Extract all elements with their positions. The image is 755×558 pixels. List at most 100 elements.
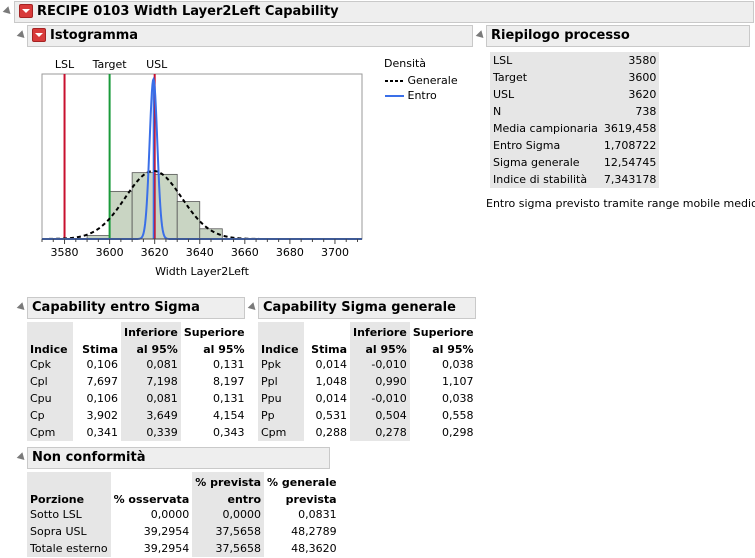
col-header-indice: Indice	[258, 322, 304, 356]
summary-value: 1,708722	[600, 137, 660, 154]
disclosure-icon[interactable]	[2, 6, 14, 17]
legend: Densità Generale Entro	[384, 56, 474, 103]
summary-value: 3619,458	[600, 120, 660, 137]
index-name: Ppu	[258, 390, 304, 407]
summary-value: 3580	[600, 52, 660, 69]
report-title: RECIPE 0103 Width Layer2Left Capability	[37, 4, 339, 19]
col-header-inferiore: Inferiore	[350, 322, 410, 339]
index-name: Cpm	[27, 424, 73, 441]
nonconf-header: Non conformità	[27, 447, 330, 469]
table-row: Cpl 7,697 7,198 8,197	[27, 373, 248, 390]
index-name: Cpu	[27, 390, 73, 407]
disclosure-icon[interactable]	[16, 302, 28, 313]
legend-label-entro: Entro	[407, 89, 437, 102]
expected-within-pct: 0,0000	[192, 506, 265, 523]
portion: Sotto LSL	[27, 506, 111, 523]
plot-area	[41, 73, 363, 240]
cap-within-table: Indice Stima Inferiore Superiore al 95% …	[27, 322, 248, 441]
red-triangle-menu-icon[interactable]	[32, 27, 46, 42]
histogram-bar	[154, 173, 178, 240]
lower-95: -0,010	[350, 390, 410, 407]
col-header-superiore-sub: al 95%	[432, 343, 474, 356]
histogram-title: Istogramma	[50, 28, 139, 43]
histogram-header: Istogramma	[27, 25, 473, 47]
summary-row: Target 3600	[490, 69, 660, 86]
col-header-inferiore: Inferiore	[121, 322, 181, 339]
x-tick-label: 3660	[231, 246, 259, 259]
summary-header: Riepilogo processo	[486, 25, 750, 47]
expected-within-pct: 37,5658	[192, 540, 265, 557]
lower-95: 7,198	[121, 373, 181, 390]
estimate: 3,902	[86, 409, 119, 422]
index-name: Cpk	[27, 356, 73, 373]
lower-95: 3,649	[121, 407, 181, 424]
observed-pct: 39,2954	[143, 542, 190, 555]
col-header-stima: Stima	[82, 343, 118, 356]
x-tick-label: 3700	[321, 246, 349, 259]
summary-label: Target	[490, 69, 601, 86]
x-axis-label: Width Layer2Left	[155, 265, 250, 278]
index-name: Pp	[258, 407, 304, 424]
summary-value: 738	[600, 103, 660, 120]
table-row: Totale esterno 39,2954 37,5658 48,3620	[27, 540, 340, 557]
x-tick-label: 3640	[186, 246, 214, 259]
summary-label: Entro Sigma	[490, 137, 601, 154]
col-header-generale-prevista: % generale	[267, 476, 337, 489]
red-triangle-menu-icon[interactable]	[19, 3, 33, 18]
col-header-indice: Indice	[27, 322, 73, 356]
histogram-chart: LSL Target USL 3580 3600 3620 3640 3660 3680 370…	[41, 58, 363, 278]
disclosure-icon[interactable]	[16, 30, 28, 41]
expected-within-pct: 37,5658	[192, 523, 265, 540]
upper-95: 0,038	[442, 358, 474, 371]
cap-overall-table: Indice Stima Inferiore Superiore al 95% …	[258, 322, 477, 441]
legend-item-generale: Generale	[384, 71, 474, 88]
estimate: 0,106	[86, 358, 119, 371]
col-header-stima: Stima	[311, 343, 347, 356]
col-header-superiore: Superiore	[412, 326, 474, 339]
index-name: Cpl	[27, 373, 73, 390]
summary-row: Entro Sigma 1,708722	[490, 137, 660, 154]
col-header-prevista-entro-sub: entro	[192, 489, 265, 506]
disclosure-icon[interactable]	[16, 452, 28, 463]
estimate: 0,014	[315, 358, 348, 371]
upper-95: 0,131	[213, 392, 245, 405]
x-tick-label: 3680	[276, 246, 304, 259]
cap-within-header: Capability entro Sigma	[27, 297, 245, 319]
disclosure-icon[interactable]	[475, 30, 487, 41]
lower-95: 0,504	[350, 407, 410, 424]
summary-row: Media campionaria 3619,458	[490, 120, 660, 137]
summary-label: N	[490, 103, 601, 120]
summary-value: 3620	[600, 86, 660, 103]
portion: Sopra USL	[27, 523, 111, 540]
observed-pct: 0,0000	[150, 508, 190, 521]
upper-95: 0,343	[213, 426, 245, 439]
spec-label-lsl: LSL	[55, 58, 75, 71]
index-name: Cpm	[258, 424, 304, 441]
disclosure-icon[interactable]	[247, 302, 259, 313]
lower-95: 0,081	[121, 356, 181, 373]
summary-label: Indice di stabilità	[490, 171, 601, 188]
estimate: 0,014	[315, 392, 348, 405]
estimate: 7,697	[86, 375, 119, 388]
index-name: Ppl	[258, 373, 304, 390]
expected-overall-pct: 48,3620	[291, 542, 337, 555]
col-header-superiore-sub: al 95%	[203, 343, 245, 356]
cap-overall-title: Capability Sigma generale	[263, 300, 456, 315]
x-tick-label: 3620	[141, 246, 169, 259]
summary-row: LSL 3580	[490, 52, 660, 69]
x-tick-label: 3580	[51, 246, 79, 259]
expected-overall-pct: 48,2789	[291, 525, 337, 538]
lower-95: 0,339	[121, 424, 181, 441]
solid-line-icon	[385, 95, 404, 97]
legend-label-generale: Generale	[407, 74, 458, 87]
table-row: Cpm 0,341 0,339 0,343	[27, 424, 248, 441]
summary-table: LSL 3580 Target 3600 USL 3620 N 738 Media campio…	[490, 52, 660, 188]
table-row: Cp 3,902 3,649 4,154	[27, 407, 248, 424]
table-row: Cpu 0,106 0,081 0,131	[27, 390, 248, 407]
nonconf-title: Non conformità	[32, 450, 146, 465]
summary-label: USL	[490, 86, 601, 103]
portion: Totale esterno	[27, 540, 111, 557]
estimate: 0,341	[86, 426, 119, 439]
lower-95: -0,010	[350, 356, 410, 373]
cap-overall-header: Capability Sigma generale	[258, 297, 476, 319]
